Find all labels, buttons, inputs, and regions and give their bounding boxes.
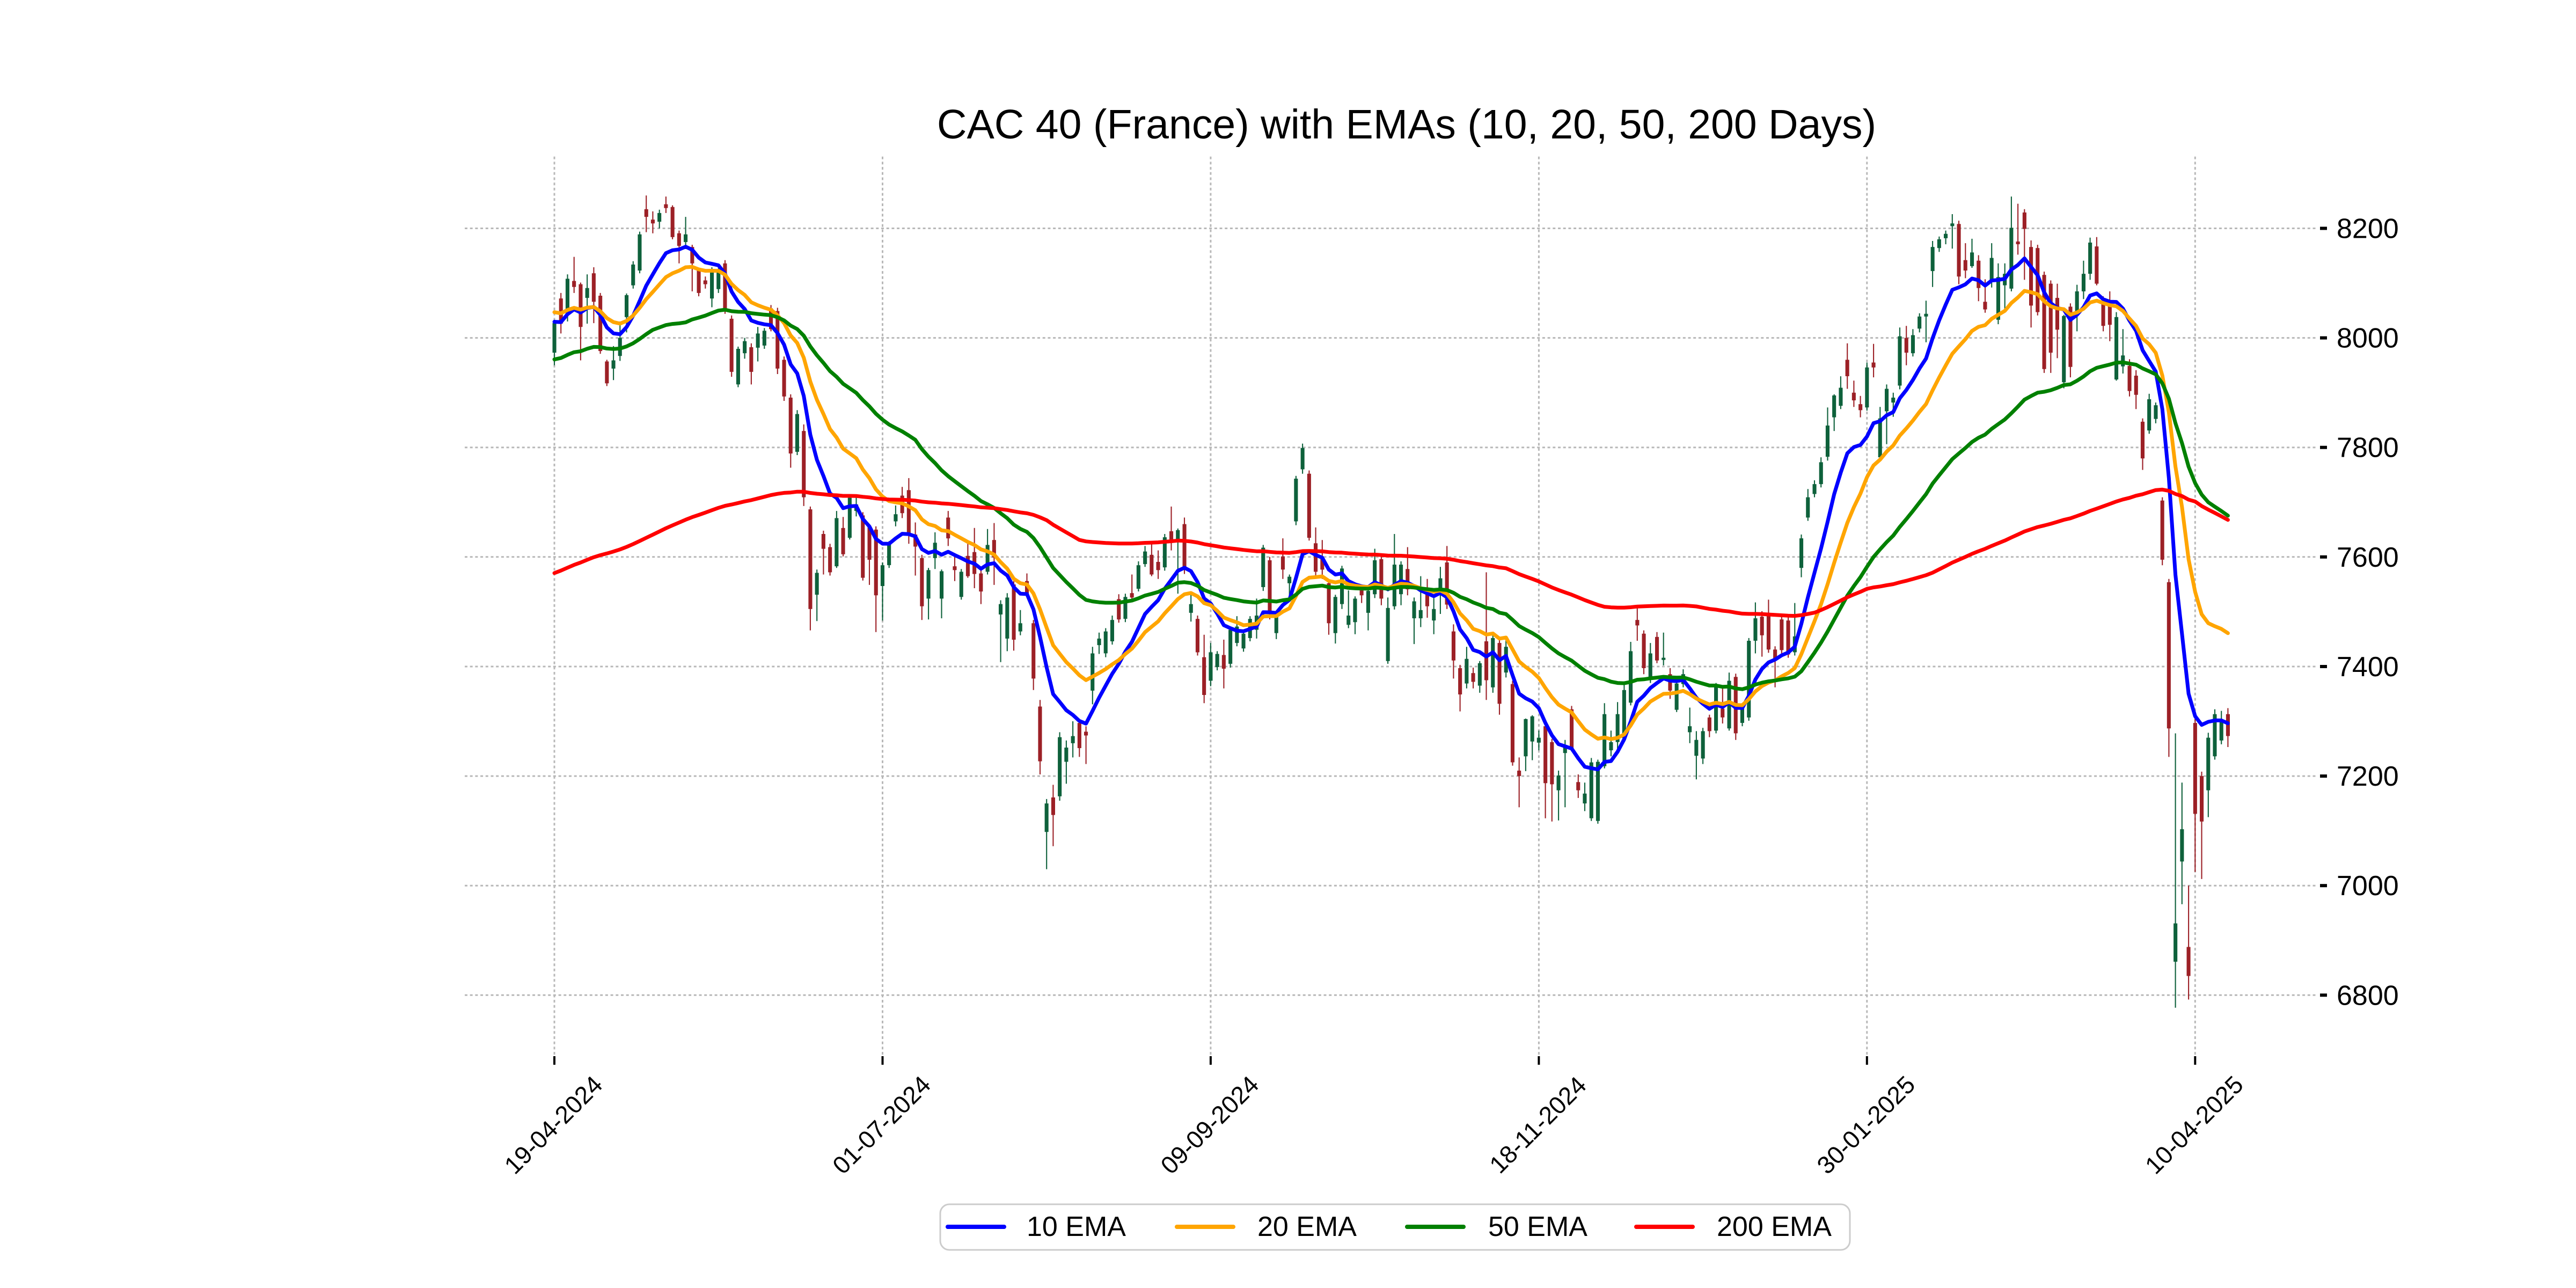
svg-text:7600: 7600 — [2337, 542, 2399, 573]
svg-text:20 EMA: 20 EMA — [1257, 1211, 1357, 1242]
svg-text:7200: 7200 — [2337, 761, 2399, 792]
svg-text:200 EMA: 200 EMA — [1717, 1211, 1832, 1242]
svg-text:8000: 8000 — [2337, 323, 2399, 354]
svg-text:7000: 7000 — [2337, 870, 2399, 902]
svg-text:7400: 7400 — [2337, 652, 2399, 683]
svg-text:CAC 40 (France) with EMAs (10,: CAC 40 (France) with EMAs (10, 20, 50, 2… — [937, 101, 1876, 148]
svg-text:6800: 6800 — [2337, 980, 2399, 1011]
svg-text:8200: 8200 — [2337, 214, 2399, 245]
svg-text:50 EMA: 50 EMA — [1488, 1211, 1587, 1242]
svg-text:7800: 7800 — [2337, 433, 2399, 464]
svg-text:10 EMA: 10 EMA — [1027, 1211, 1126, 1242]
